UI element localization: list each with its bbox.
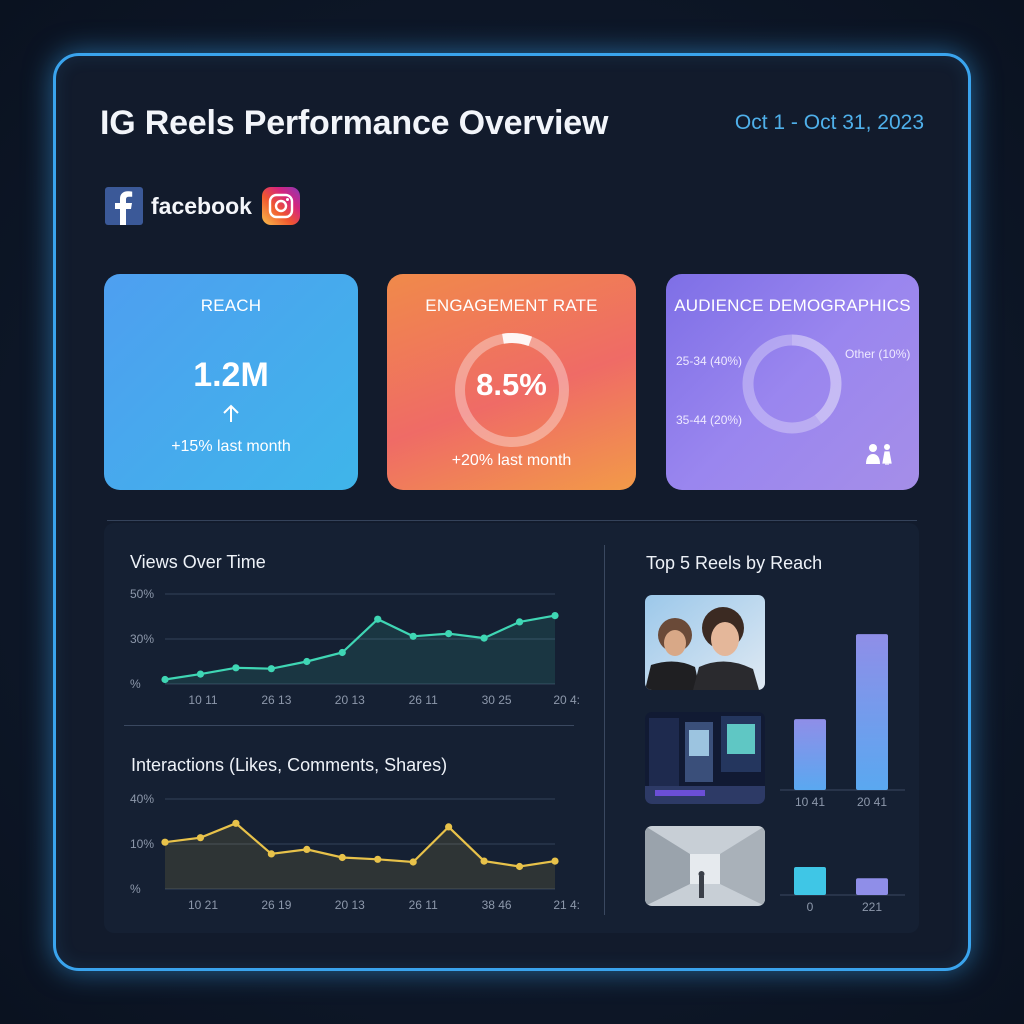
y-tick-label: % bbox=[130, 677, 141, 691]
bar-label: 10 41 bbox=[795, 795, 825, 809]
reel-thumbnail[interactable] bbox=[645, 712, 765, 804]
bar[interactable] bbox=[794, 867, 826, 895]
y-tick-label: 50% bbox=[130, 587, 154, 601]
data-point[interactable] bbox=[161, 838, 169, 846]
y-tick-label: % bbox=[130, 882, 141, 896]
interactions-chart-title: Interactions (Likes, Comments, Shares) bbox=[131, 755, 448, 775]
x-tick-label: 38 46 bbox=[482, 898, 512, 912]
data-point[interactable] bbox=[338, 853, 346, 862]
reach-card[interactable]: REACH 1.2M +15% last month bbox=[104, 274, 358, 490]
audience-card[interactable]: AUDIENCE DEMOGRAPHICS 25-34 (40%) 35-44 … bbox=[666, 274, 919, 490]
data-point[interactable] bbox=[303, 657, 311, 666]
x-tick-label: 26 19 bbox=[261, 898, 291, 912]
reach-value: 1.2M bbox=[193, 356, 269, 394]
reel-thumbnail[interactable] bbox=[645, 595, 765, 690]
engagement-ring-progress bbox=[455, 333, 569, 447]
views-over-time-chart[interactable]: 50% 30%% 10 11 26 13 20 13 26 11 30 25 20 4:6 bbox=[120, 580, 580, 710]
date-range-picker[interactable]: Oct 1 - Oct 31, 2023 bbox=[734, 111, 924, 134]
x-tick-label: 26 13 bbox=[261, 693, 291, 707]
interactions-chart[interactable]: 40% 10%% 10 21 26 19 20 13 26 11 38 46 21 4:6 bbox=[120, 785, 580, 915]
demographic-label: 25-34 (40%) bbox=[676, 354, 743, 368]
panel-separator bbox=[604, 545, 605, 915]
reel-thumbnail[interactable] bbox=[645, 826, 765, 906]
data-point[interactable] bbox=[409, 858, 417, 866]
series-line bbox=[164, 614, 556, 681]
engagement-ring bbox=[455, 333, 569, 447]
bar-label: 20 41 bbox=[857, 795, 887, 809]
x-tick-label: 10 11 bbox=[188, 693, 217, 707]
data-point[interactable] bbox=[161, 675, 169, 684]
y-tick-label: 30% bbox=[130, 632, 154, 646]
x-tick-label: 30 25 bbox=[482, 693, 512, 707]
people-icon bbox=[865, 443, 895, 470]
reach-title: REACH bbox=[200, 296, 262, 315]
chart-separator bbox=[124, 725, 574, 726]
data-point[interactable] bbox=[551, 612, 559, 620]
engagement-value: 8.5% bbox=[476, 367, 547, 402]
x-tick-label: 26 11 bbox=[409, 693, 438, 707]
demographic-label: Other (10%) bbox=[845, 347, 911, 361]
series-area bbox=[165, 823, 555, 889]
series-line bbox=[164, 822, 556, 868]
y-tick-label: 10% bbox=[130, 837, 154, 851]
data-point[interactable] bbox=[515, 862, 524, 871]
data-point[interactable] bbox=[232, 819, 240, 827]
data-point[interactable] bbox=[445, 823, 453, 831]
arrow-up-icon bbox=[104, 403, 358, 430]
bar[interactable] bbox=[794, 719, 826, 790]
x-tick-label: 26 11 bbox=[409, 898, 438, 912]
audience-title: AUDIENCE DEMOGRAPHICS bbox=[674, 296, 911, 315]
top-reels-bar-chart[interactable]: 10 41 20 41 0 221 bbox=[780, 600, 910, 915]
engagement-title: ENGAGEMENT RATE bbox=[425, 296, 598, 315]
x-tick-label: 10 21 bbox=[188, 898, 218, 912]
series-area bbox=[165, 615, 555, 684]
data-point[interactable] bbox=[409, 632, 417, 640]
data-point[interactable] bbox=[374, 615, 382, 623]
y-tick-label: 40% bbox=[130, 792, 154, 806]
data-point[interactable] bbox=[232, 664, 240, 672]
data-point[interactable] bbox=[551, 857, 559, 865]
data-point[interactable] bbox=[303, 845, 311, 853]
facebook-wordmark: facebook bbox=[151, 192, 252, 219]
data-point[interactable] bbox=[267, 850, 275, 858]
instagram-icon[interactable] bbox=[261, 187, 300, 225]
data-point[interactable] bbox=[267, 665, 275, 673]
data-point[interactable] bbox=[480, 857, 488, 865]
data-point[interactable] bbox=[338, 648, 346, 657]
reach-change: +15% last month bbox=[171, 438, 291, 455]
engagement-card[interactable]: ENGAGEMENT RATE 8.5% +20% last month bbox=[387, 274, 636, 490]
data-point[interactable] bbox=[480, 634, 488, 642]
bar-label: 0 bbox=[807, 900, 814, 914]
data-point[interactable] bbox=[196, 834, 205, 842]
platform-selector: facebook bbox=[105, 187, 300, 225]
x-tick-label: 20 13 bbox=[335, 693, 365, 707]
engagement-change: +20% last month bbox=[451, 452, 572, 469]
data-point[interactable] bbox=[196, 670, 205, 678]
top-reels-title: Top 5 Reels by Reach bbox=[646, 553, 823, 573]
bar[interactable] bbox=[856, 878, 888, 895]
x-tick-label: 20 4:6 bbox=[553, 693, 580, 707]
page-title: IG Reels Performance Overview bbox=[100, 104, 609, 142]
data-point[interactable] bbox=[515, 618, 524, 626]
demographic-label: 35-44 (20%) bbox=[676, 413, 743, 427]
facebook-icon[interactable] bbox=[105, 187, 143, 225]
section-divider bbox=[107, 520, 917, 521]
data-point[interactable] bbox=[445, 630, 453, 638]
x-tick-label: 21 4:6 bbox=[553, 898, 580, 912]
bar[interactable] bbox=[856, 634, 888, 790]
data-point[interactable] bbox=[374, 855, 382, 863]
views-chart-title: Views Over Time bbox=[130, 552, 266, 572]
bar-label: 221 bbox=[862, 900, 882, 914]
audience-donut bbox=[742, 334, 842, 434]
x-tick-label: 20 13 bbox=[335, 898, 365, 912]
